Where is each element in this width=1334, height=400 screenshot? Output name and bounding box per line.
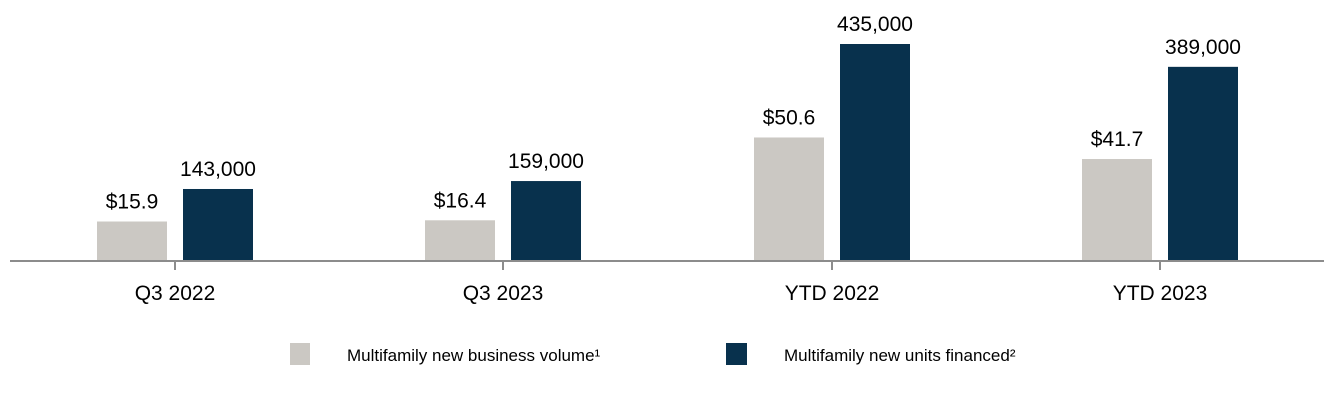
x-axis-ticks: Q3 2022 Q3 2023 YTD 2022 YTD 2023 bbox=[135, 261, 1208, 305]
bar-units-financed-2 bbox=[840, 44, 910, 260]
bar-business-volume-1 bbox=[425, 220, 495, 260]
bar-business-volume-0 bbox=[97, 221, 167, 260]
value-label-business-volume-3: $41.7 bbox=[1091, 128, 1144, 151]
legend-swatch-business-volume bbox=[290, 343, 310, 365]
value-label-business-volume-1: $16.4 bbox=[434, 189, 487, 212]
legend-label-units-financed: Multifamily new units financed² bbox=[784, 346, 1016, 365]
value-label-business-volume-2: $50.6 bbox=[763, 106, 816, 129]
value-label-units-financed-1: 159,000 bbox=[508, 150, 584, 173]
value-label-units-financed-2: 435,000 bbox=[837, 13, 913, 36]
value-labels-layer: $15.9 $16.4 $50.6 $41.7 143,000 159,000 435,00… bbox=[106, 13, 1241, 214]
legend-label-business-volume: Multifamily new business volume¹ bbox=[347, 346, 601, 365]
bars-layer bbox=[97, 44, 1238, 261]
value-label-units-financed-0: 143,000 bbox=[180, 158, 256, 181]
bar-units-financed-3 bbox=[1168, 66, 1238, 261]
bar-business-volume-2 bbox=[754, 137, 824, 260]
value-label-units-financed-3: 389,000 bbox=[1165, 36, 1241, 59]
x-tick-label-0: Q3 2022 bbox=[135, 282, 216, 305]
legend: Multifamily new business volume¹ Multifa… bbox=[290, 343, 1016, 365]
value-label-business-volume-0: $15.9 bbox=[106, 191, 159, 214]
bar-business-volume-3 bbox=[1082, 159, 1152, 260]
legend-swatch-units-financed bbox=[726, 343, 747, 365]
bar-units-financed-1 bbox=[511, 181, 581, 260]
x-tick-label-3: YTD 2023 bbox=[1113, 282, 1208, 305]
bar-units-financed-0 bbox=[183, 188, 253, 260]
x-tick-label-2: YTD 2022 bbox=[785, 282, 880, 305]
x-tick-label-1: Q3 2023 bbox=[463, 282, 544, 305]
